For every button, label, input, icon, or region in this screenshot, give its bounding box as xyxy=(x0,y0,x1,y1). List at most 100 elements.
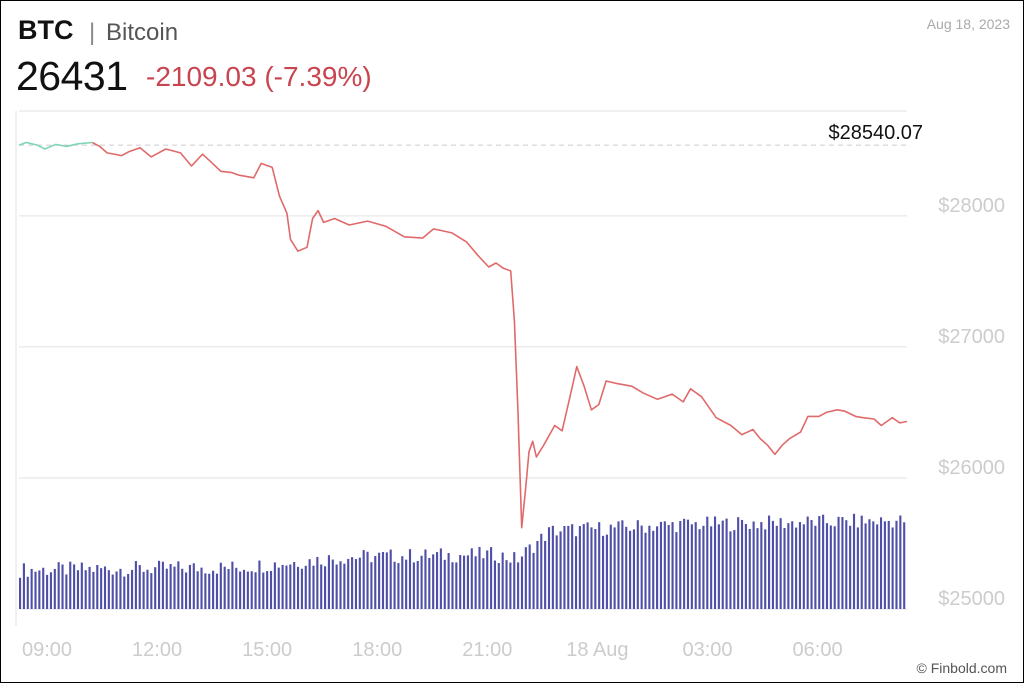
volume-bar xyxy=(474,556,477,609)
volume-bar xyxy=(107,570,110,609)
volume-bar xyxy=(455,562,458,609)
volume-bar xyxy=(872,521,875,609)
volume-bar xyxy=(729,531,732,609)
volume-bar xyxy=(659,521,663,609)
volume-bar xyxy=(428,558,431,609)
volume-bar xyxy=(293,562,296,609)
volume-bar xyxy=(601,535,605,609)
volume-bar xyxy=(351,557,354,609)
volume-bar xyxy=(860,515,863,609)
y-tick-label: $28000 xyxy=(938,195,1005,217)
volume-bar xyxy=(845,520,848,609)
volume-bar xyxy=(555,535,558,609)
volume-bar xyxy=(895,520,898,609)
volume-bar xyxy=(308,559,311,609)
volume-bar xyxy=(856,527,859,609)
volume-bar xyxy=(447,553,450,609)
volume-bar xyxy=(69,561,72,609)
volume-bar xyxy=(416,560,419,609)
volume-bar xyxy=(150,573,153,609)
volume-bar xyxy=(621,520,624,609)
volume-bar xyxy=(266,571,269,609)
volume-bar xyxy=(632,529,635,609)
volume-bar xyxy=(470,548,473,609)
volume-bar xyxy=(733,530,736,609)
volume-bar xyxy=(320,564,323,609)
volume-bar xyxy=(246,571,249,609)
volume-bar xyxy=(690,524,693,609)
volume-bar xyxy=(73,564,76,609)
volume-bar xyxy=(451,562,454,609)
x-tick-label: 03:00 xyxy=(682,639,732,661)
volume-bar xyxy=(157,560,161,609)
volume-bar xyxy=(775,525,778,609)
volume-bar xyxy=(435,552,439,609)
volume-bar xyxy=(239,571,242,609)
volume-bar xyxy=(327,555,330,609)
volume-bar xyxy=(165,568,168,609)
volume-bar xyxy=(277,567,280,609)
volume-bar xyxy=(227,569,230,609)
volume-bar xyxy=(509,562,512,609)
volume-bar xyxy=(424,549,427,609)
volume-bar xyxy=(752,521,755,609)
volume-bar xyxy=(138,565,141,609)
volume-bar xyxy=(540,533,543,609)
volume-bar xyxy=(335,564,338,609)
volume-bar xyxy=(208,573,211,609)
volume-bar xyxy=(493,560,497,609)
volume-bar xyxy=(215,573,219,609)
volume-bar xyxy=(829,525,832,609)
price-line-above-reference xyxy=(18,141,93,150)
volume-bar xyxy=(408,549,412,609)
current-price: 26431 xyxy=(16,53,128,99)
volume-bar xyxy=(185,572,188,609)
volume-bar xyxy=(837,516,840,609)
volume-bar xyxy=(96,565,99,609)
volume-bar xyxy=(161,561,164,609)
volume-bar xyxy=(65,574,68,609)
volume-bar xyxy=(397,563,400,609)
volume-bar xyxy=(235,567,238,609)
volume-bar xyxy=(200,567,203,609)
volume-bar xyxy=(636,520,639,609)
volume-bar xyxy=(721,520,724,609)
volume-bar xyxy=(791,521,794,609)
volume-bar xyxy=(903,522,906,609)
volume-bar xyxy=(806,516,809,609)
volume-bar xyxy=(354,559,358,609)
volume-bar xyxy=(111,574,114,609)
volume-bar xyxy=(768,515,771,609)
volume-bar xyxy=(304,565,307,609)
volume-bar xyxy=(443,559,446,609)
volume-bar xyxy=(710,526,713,609)
volume-bar xyxy=(459,555,462,609)
volume-bar xyxy=(864,523,867,609)
volume-bar xyxy=(551,525,554,609)
volume-bar xyxy=(486,550,489,609)
volume-bar xyxy=(783,528,786,609)
volume-bar xyxy=(393,561,396,609)
volume-bar xyxy=(405,559,408,609)
volume-bar xyxy=(285,565,288,609)
x-tick-label: 15:00 xyxy=(242,639,292,661)
x-tick-label: 18 Aug xyxy=(566,639,628,661)
volume-bar xyxy=(420,555,423,609)
volume-bar xyxy=(46,574,49,609)
volume-bar xyxy=(810,520,813,609)
volume-bar xyxy=(370,562,373,609)
volume-bar xyxy=(737,517,740,609)
volume-bar xyxy=(702,525,705,609)
volume-bar xyxy=(713,516,717,609)
volume-bar xyxy=(787,523,790,609)
volume-bar xyxy=(748,528,751,609)
volume-bar xyxy=(482,558,485,609)
volume-bar xyxy=(574,536,578,609)
source-credit: © Finbold.com xyxy=(916,660,1007,676)
volume-bar xyxy=(61,564,64,609)
volume-bar xyxy=(771,520,774,609)
volume-bar xyxy=(833,526,836,609)
volume-bar xyxy=(656,526,659,609)
volume-bar xyxy=(219,562,222,609)
